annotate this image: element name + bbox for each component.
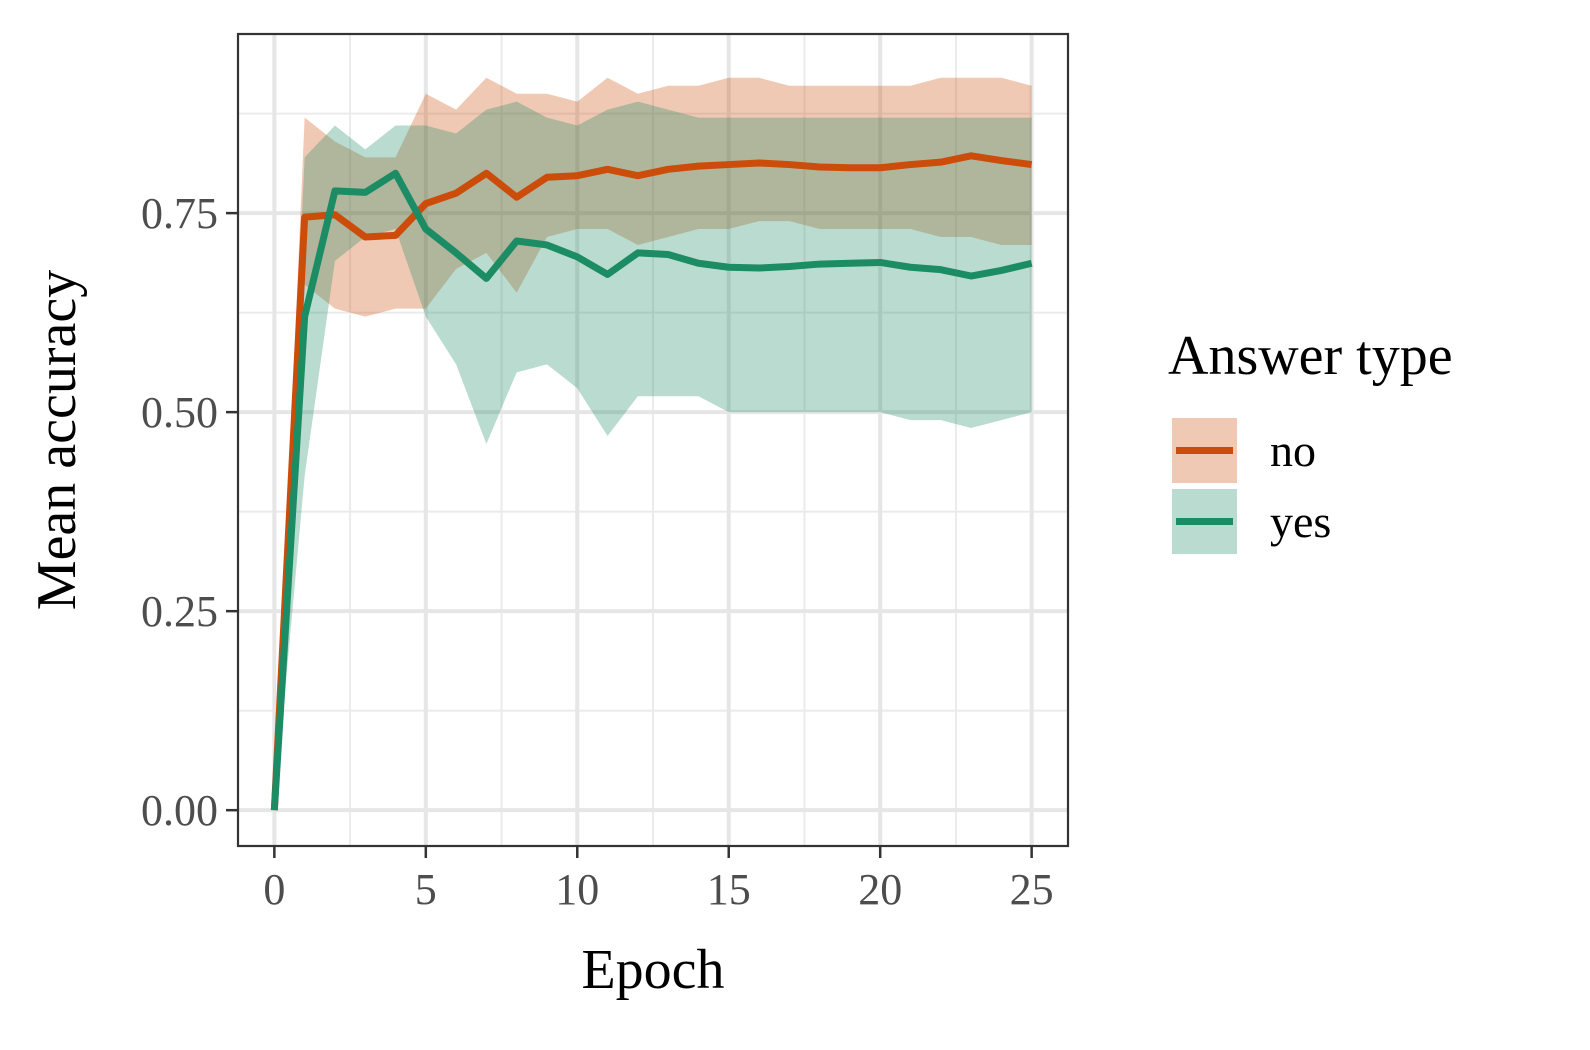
x-tick-label: 10 (555, 865, 599, 914)
legend-label-no: no (1270, 425, 1316, 476)
plot-border (236, 32, 1070, 848)
x-tick-label: 15 (707, 865, 751, 914)
band-yes (274, 101, 1032, 811)
legend-items: no yes (1172, 418, 1331, 554)
legend: Answer type no yes (1168, 325, 1453, 554)
x-tick-label: 25 (1010, 865, 1054, 914)
x-tick-label: 20 (858, 865, 902, 914)
legend-title: Answer type (1168, 325, 1453, 387)
series-line-yes (270, 169, 1033, 811)
x-tick-label: 5 (415, 865, 437, 914)
x-axis: 0 5 10 15 20 25 (263, 846, 1054, 914)
series-lines (270, 152, 1033, 811)
y-tick-label: 0.00 (141, 786, 218, 835)
major-gridlines (238, 34, 1068, 846)
y-axis-title: Mean accuracy (26, 270, 88, 610)
series-line-no (270, 152, 1033, 811)
x-axis-title: Epoch (581, 939, 724, 1001)
y-axis: 0.00 0.25 0.50 0.75 (141, 189, 238, 835)
legend-label-yes: yes (1270, 496, 1331, 547)
y-tick-label: 0.75 (141, 189, 218, 238)
y-tick-label: 0.25 (141, 587, 218, 636)
x-tick-label: 0 (263, 865, 285, 914)
legend-item-no: no (1172, 418, 1316, 483)
legend-item-yes: yes (1172, 489, 1331, 554)
y-tick-label: 0.50 (141, 388, 218, 437)
plot-panel (236, 32, 1070, 848)
